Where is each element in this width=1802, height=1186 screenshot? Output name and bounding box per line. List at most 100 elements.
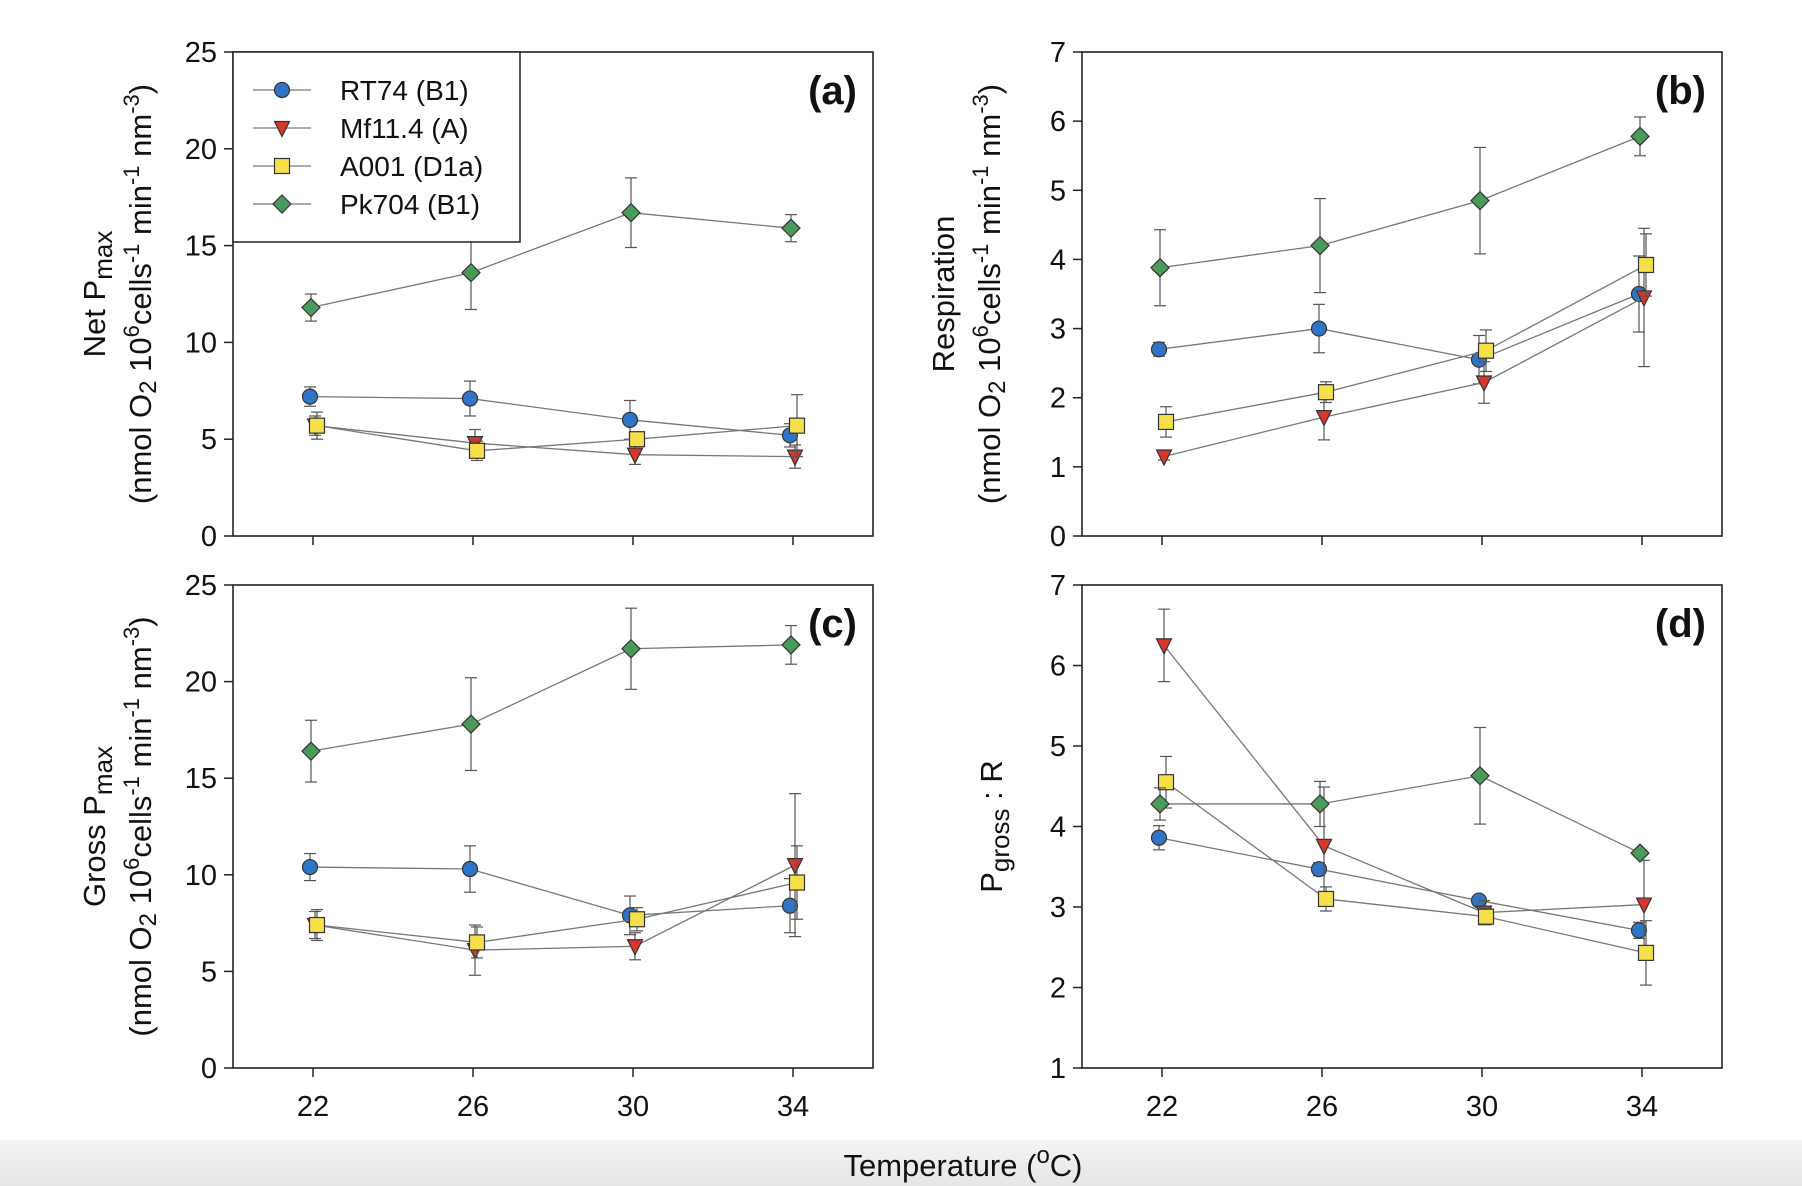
x-tick-label: 34 [777, 1091, 809, 1123]
plot-frame [1081, 51, 1723, 537]
data-point [621, 202, 641, 223]
data-point [1315, 838, 1333, 856]
x-tick-label: 22 [297, 1091, 329, 1123]
data-point [788, 417, 806, 434]
legend-marker [273, 120, 291, 138]
data-point [1310, 861, 1328, 878]
y-tick-label: 5 [1050, 731, 1066, 763]
data-point [786, 449, 804, 467]
panel-a: 0 5 10 15 20 25 (a) Net Pmax(nmol O2 106cells-1… [77, 37, 874, 553]
data-point [621, 411, 639, 428]
legend-marker [273, 157, 291, 175]
data-point [461, 262, 481, 283]
data-point [1150, 794, 1170, 814]
y-tick-label: 3 [1050, 314, 1066, 346]
y-tick-label: 10 [185, 327, 217, 359]
legend-marker [273, 81, 291, 99]
x-axis-label: Temperature (oC) [843, 1142, 1082, 1184]
y-tick-label: 20 [185, 667, 217, 699]
data-point [468, 934, 486, 951]
series-a001 [308, 845, 806, 959]
series-pk704 [301, 607, 801, 783]
x-tick-label: 34 [1626, 1091, 1658, 1123]
panel-letter: (d) [1655, 602, 1706, 646]
y-tick-label: 6 [1050, 106, 1066, 138]
data-point [461, 390, 479, 407]
y-tick-label: 20 [185, 134, 217, 166]
series-a001 [1157, 755, 1655, 986]
y-tick-label: 1 [1050, 452, 1066, 484]
data-point [781, 218, 801, 239]
series-line [316, 425, 798, 452]
y-tick-label: 2 [1050, 973, 1066, 1005]
data-point [1470, 765, 1490, 786]
series-line [1163, 644, 1645, 914]
data-point [308, 417, 326, 434]
panel-b: 0 1 2 3 4 5 6 7 (b) Respiration(nmol O2 106cells-… [926, 37, 1723, 553]
data-point [468, 442, 486, 459]
series-rt74 [1150, 255, 1648, 385]
data-point [461, 714, 481, 734]
legend-label: Mf11.4 (A) [340, 113, 469, 144]
data-point [1477, 342, 1495, 359]
y-tick-label: 3 [1050, 892, 1066, 924]
series-mf11.4 [1155, 608, 1653, 950]
plot-frame [1081, 584, 1723, 1069]
plot-frame [232, 584, 874, 1069]
x-tick-label: 26 [457, 1091, 489, 1123]
data-point [786, 858, 804, 875]
data-point [1470, 190, 1490, 211]
series-line [309, 866, 791, 917]
series-line [310, 212, 792, 309]
data-point [1157, 774, 1175, 791]
data-point [1155, 638, 1173, 656]
data-point [626, 939, 644, 957]
data-point [1310, 320, 1328, 337]
y-axis-units-label: (nmol O2 106cells-1 min-1 nm-3) [119, 616, 163, 1036]
series-line [316, 881, 798, 944]
y-axis-units-label: (nmol O2 106cells-1 min-1 nm-3) [119, 84, 163, 504]
y-axis-label: Gross Pmax [77, 746, 118, 907]
series-mf11.4 [1155, 227, 1653, 467]
data-point [1317, 384, 1335, 401]
y-tick-label: 5 [1050, 175, 1066, 207]
series-rt74 [301, 380, 799, 448]
series-line [1163, 296, 1645, 458]
panel-c: 0 5 10 15 20 25 22 26 30 34 (c) Gross Pmax(nmol O2 … [77, 570, 874, 1123]
panel-letter: (b) [1655, 69, 1706, 113]
data-point [461, 860, 479, 878]
x-tick-label: 22 [1146, 1091, 1178, 1123]
series-line [1160, 775, 1641, 854]
y-tick-label: 4 [1050, 244, 1066, 276]
series-pk704 [1150, 116, 1650, 307]
data-point [301, 297, 321, 318]
bottom-gradient-strip [0, 1140, 1802, 1186]
series-line [1165, 264, 1647, 423]
y-tick-label: 25 [185, 37, 217, 69]
data-point [1475, 375, 1493, 393]
data-point [301, 741, 321, 762]
data-point [1315, 409, 1333, 427]
series-rt74 [1150, 825, 1648, 939]
data-point [628, 911, 646, 928]
data-point [1150, 341, 1168, 358]
data-point [1637, 944, 1655, 961]
series-line [1165, 781, 1647, 954]
series-mf11.4 [306, 793, 804, 976]
legend-label: RT74 (B1) [340, 75, 469, 106]
y-axis-units-label: (nmol O2 106cells-1 min-1 nm-3) [968, 84, 1012, 504]
data-point [1155, 449, 1173, 467]
series-line [309, 395, 791, 436]
x-tick-label: 30 [1466, 1091, 1498, 1123]
y-tick-label: 1 [1050, 1053, 1066, 1085]
y-tick-label: 0 [201, 1053, 217, 1085]
data-point [1630, 843, 1650, 863]
data-point [626, 447, 644, 465]
series-line [1159, 135, 1641, 269]
y-tick-label: 15 [185, 763, 217, 795]
data-point [1310, 794, 1330, 814]
series-pk704 [301, 177, 801, 322]
data-point [1317, 890, 1335, 908]
